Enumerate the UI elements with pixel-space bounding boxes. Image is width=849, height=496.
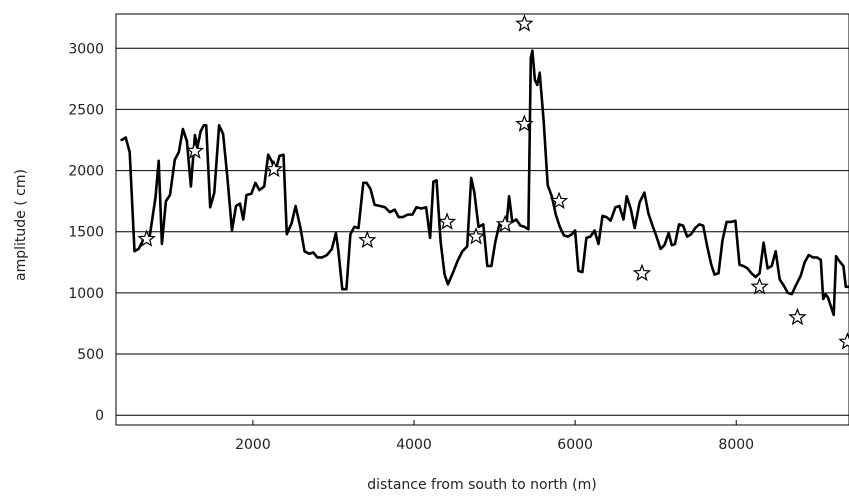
y-axis-ticks: 0 500 1000 1500 2000 2500 3000 bbox=[68, 41, 104, 424]
star-marker bbox=[495, 214, 515, 233]
star-marker bbox=[466, 226, 486, 245]
star-marker bbox=[185, 141, 205, 159]
y-tick-label: 2500 bbox=[68, 102, 104, 118]
x-axis-label: distance from south to north (m) bbox=[367, 477, 596, 493]
star-marker bbox=[264, 159, 284, 178]
marker-layer bbox=[137, 14, 849, 350]
series-line bbox=[120, 49, 849, 317]
star-marker bbox=[437, 212, 457, 230]
y-tick-label: 0 bbox=[95, 408, 104, 424]
plot-frame bbox=[115, 13, 849, 426]
star-marker bbox=[515, 114, 534, 132]
x-tick-label: 6000 bbox=[557, 437, 593, 453]
grid-lines bbox=[116, 47, 849, 416]
star-marker bbox=[137, 229, 156, 247]
x-tick-label: 4000 bbox=[396, 437, 432, 453]
y-tick-label: 2000 bbox=[68, 164, 104, 180]
y-tick-label: 3000 bbox=[68, 41, 104, 57]
series-layer bbox=[120, 49, 849, 317]
star-marker bbox=[750, 277, 769, 295]
star-marker bbox=[838, 332, 849, 350]
x-axis-ticks: 2000 4000 6000 8000 bbox=[235, 420, 754, 453]
x-tick-label: 8000 bbox=[718, 437, 754, 453]
star-marker bbox=[632, 263, 652, 282]
y-axis-label: amplitude ( cm) bbox=[13, 169, 29, 281]
y-tick-label: 1500 bbox=[68, 225, 104, 241]
x-tick-label: 2000 bbox=[235, 437, 271, 453]
star-marker bbox=[788, 307, 807, 326]
star-marker bbox=[549, 191, 569, 209]
star-marker bbox=[358, 230, 377, 249]
y-tick-label: 1000 bbox=[68, 286, 104, 302]
y-tick-label: 500 bbox=[77, 347, 104, 363]
star-marker bbox=[515, 14, 534, 32]
